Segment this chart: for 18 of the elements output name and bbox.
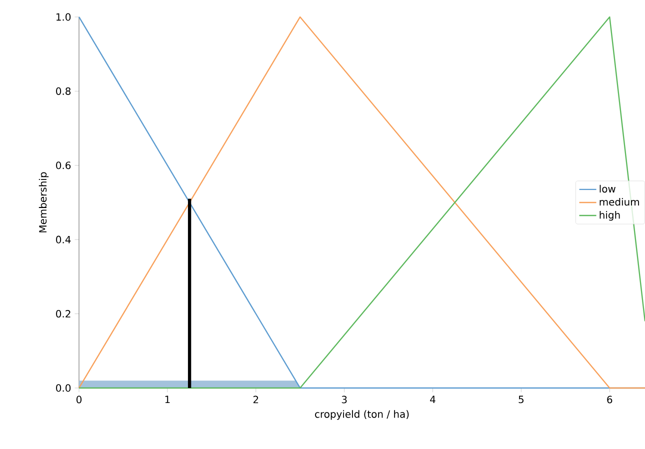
x-tick-label: 2	[253, 396, 258, 404]
x-tick-label: 4	[430, 396, 436, 404]
x-tick-label: 1	[165, 396, 170, 404]
x-tick-label: 6	[607, 396, 612, 404]
y-tick-label: 0.6	[56, 162, 71, 170]
legend-label: high	[600, 210, 620, 221]
x-tick-label: 5	[518, 396, 524, 404]
y-tick-label: 0.4	[56, 236, 71, 244]
y-axis-title: Membership	[38, 172, 49, 232]
legend-label: medium	[600, 198, 639, 206]
x-tick-label: 3	[342, 396, 347, 404]
y-tick-label: 0.2	[56, 310, 70, 318]
legend-label: low	[600, 184, 616, 193]
y-tick-label: 0.8	[56, 87, 71, 95]
x-tick-label: 0	[76, 396, 82, 404]
x-axis-title: cropyield (ton / ha)	[315, 410, 409, 420]
y-tick-label: 0.0	[56, 384, 71, 392]
y-tick-label: 1.0	[56, 13, 71, 21]
